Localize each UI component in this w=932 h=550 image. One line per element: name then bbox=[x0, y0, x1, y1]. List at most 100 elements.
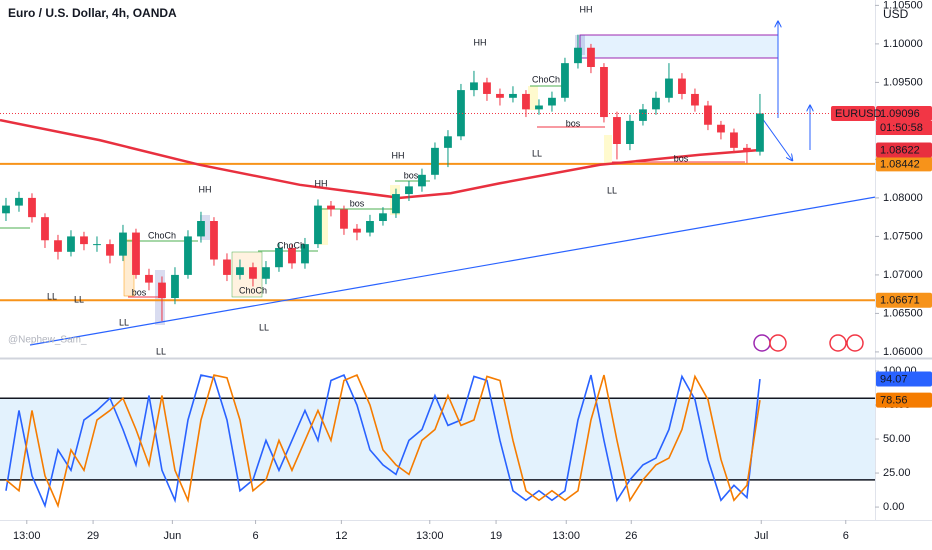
moving-average bbox=[0, 118, 761, 200]
event-icon[interactable] bbox=[753, 334, 771, 352]
structure-label: ChoCh bbox=[532, 74, 560, 84]
structure-label: HH bbox=[580, 4, 593, 14]
event-icon[interactable] bbox=[846, 334, 864, 352]
candle-body bbox=[301, 244, 309, 264]
candle-body bbox=[314, 205, 322, 245]
y-tick-label: 1.07500 bbox=[883, 230, 923, 242]
y-tick-label: 1.07000 bbox=[883, 269, 923, 281]
candle-body bbox=[483, 82, 491, 94]
symbol-tag-bg bbox=[831, 106, 875, 122]
candle-body bbox=[249, 267, 257, 279]
structure-label: ChoCh bbox=[148, 230, 176, 240]
candle-body bbox=[106, 244, 114, 256]
last-price-tag-bg bbox=[876, 106, 932, 122]
candle-body bbox=[379, 213, 387, 222]
pivot-box bbox=[575, 35, 585, 55]
countdown-bg bbox=[876, 121, 932, 136]
axes: 1.060001.065001.070001.075001.080001.085… bbox=[13, 0, 932, 542]
pivot-box bbox=[604, 135, 612, 165]
x-tick-label: 13:00 bbox=[416, 530, 444, 542]
structure-label: LL bbox=[119, 317, 129, 327]
candle-body bbox=[548, 97, 556, 106]
candle-body bbox=[54, 240, 62, 252]
event-icon[interactable] bbox=[769, 334, 787, 352]
candle-body bbox=[639, 109, 647, 121]
structure-label: LL bbox=[259, 322, 269, 332]
structure-label: bos bbox=[350, 198, 365, 208]
currency-label: USD bbox=[883, 7, 909, 21]
candle-body bbox=[158, 282, 166, 299]
candle-body bbox=[535, 105, 543, 110]
x-tick-label: 12 bbox=[335, 530, 347, 542]
candle-body bbox=[119, 232, 127, 256]
candle-body bbox=[561, 63, 569, 98]
y-tick-label: 1.06000 bbox=[883, 346, 923, 358]
zone-box bbox=[579, 34, 779, 59]
structure-label: HH bbox=[199, 184, 212, 194]
structure-label: bos bbox=[566, 118, 581, 128]
candle-body bbox=[392, 194, 400, 214]
structure-label: HH bbox=[392, 150, 405, 160]
candle-body bbox=[145, 274, 153, 283]
y-tick-label: 1.10500 bbox=[883, 0, 923, 11]
pivot-box bbox=[528, 86, 538, 110]
structure-label: LL bbox=[607, 185, 617, 195]
structure-label: ChoCh bbox=[239, 285, 267, 295]
pivot-box bbox=[200, 215, 210, 240]
y-tick-label: 50.00 bbox=[883, 433, 911, 445]
candle-body bbox=[665, 78, 673, 98]
x-tick-label: 6 bbox=[253, 530, 259, 542]
ma-tag-bg bbox=[876, 142, 932, 158]
structure-label: bos bbox=[674, 153, 689, 163]
candle-body bbox=[41, 217, 49, 241]
candle-body bbox=[613, 117, 621, 145]
candle-body bbox=[704, 105, 712, 125]
price-pane: HH HH HH HH HH ChoCh ChoCh ChoCh ChoCh bos bos bos b… bbox=[0, 4, 875, 356]
candle-body bbox=[587, 47, 595, 67]
event-icon[interactable] bbox=[829, 334, 847, 352]
structure-label: bos bbox=[132, 287, 147, 297]
x-tick-label: Jun bbox=[163, 530, 181, 542]
x-tick-label: 13:00 bbox=[13, 530, 41, 542]
candle-body bbox=[678, 78, 686, 94]
y-tick-label: 1.09500 bbox=[883, 76, 923, 88]
candle-body bbox=[327, 205, 335, 210]
oscillator-tag-bg bbox=[876, 392, 932, 408]
stochastic-pane bbox=[0, 374, 875, 509]
oscillator-tag-bg bbox=[876, 371, 932, 387]
candle-body bbox=[457, 90, 465, 137]
candle-body bbox=[197, 221, 205, 237]
x-tick-label: 26 bbox=[625, 530, 637, 542]
candle-body bbox=[132, 232, 140, 275]
x-tick-label: 29 bbox=[87, 530, 99, 542]
candle-body bbox=[275, 247, 283, 268]
candle-body bbox=[288, 247, 296, 264]
candle-body bbox=[509, 93, 517, 98]
candle-body bbox=[756, 113, 764, 152]
watermark: @Nephew_Sam_ bbox=[8, 335, 87, 346]
candle-body bbox=[743, 147, 751, 152]
y-tick-label: 1.06500 bbox=[883, 307, 923, 319]
y-tick-label: 1.10000 bbox=[883, 38, 923, 50]
structure-label: LL bbox=[156, 346, 166, 356]
candle-body bbox=[28, 197, 36, 218]
candle-body bbox=[431, 147, 439, 175]
oscillator-line bbox=[5, 374, 761, 509]
x-tick-label: 19 bbox=[490, 530, 502, 542]
trendline bbox=[29, 196, 875, 346]
x-tick-label: 6 bbox=[843, 530, 849, 542]
candle-body bbox=[236, 267, 244, 275]
candle-body bbox=[600, 66, 608, 118]
y-tick-label: 1.08000 bbox=[883, 192, 923, 204]
candle-body bbox=[652, 97, 660, 110]
structure-label: bos bbox=[404, 170, 419, 180]
candle-body bbox=[223, 259, 231, 275]
oscillator-tag: 78.56 bbox=[880, 395, 908, 407]
x-tick-label: Jul bbox=[754, 530, 768, 542]
candle-body bbox=[80, 236, 88, 245]
candle-body bbox=[691, 93, 699, 106]
countdown: 01:50:58 bbox=[880, 122, 923, 134]
band-fill bbox=[0, 398, 875, 480]
y-tick-label: 0.00 bbox=[883, 501, 904, 513]
candle-body bbox=[262, 267, 270, 279]
